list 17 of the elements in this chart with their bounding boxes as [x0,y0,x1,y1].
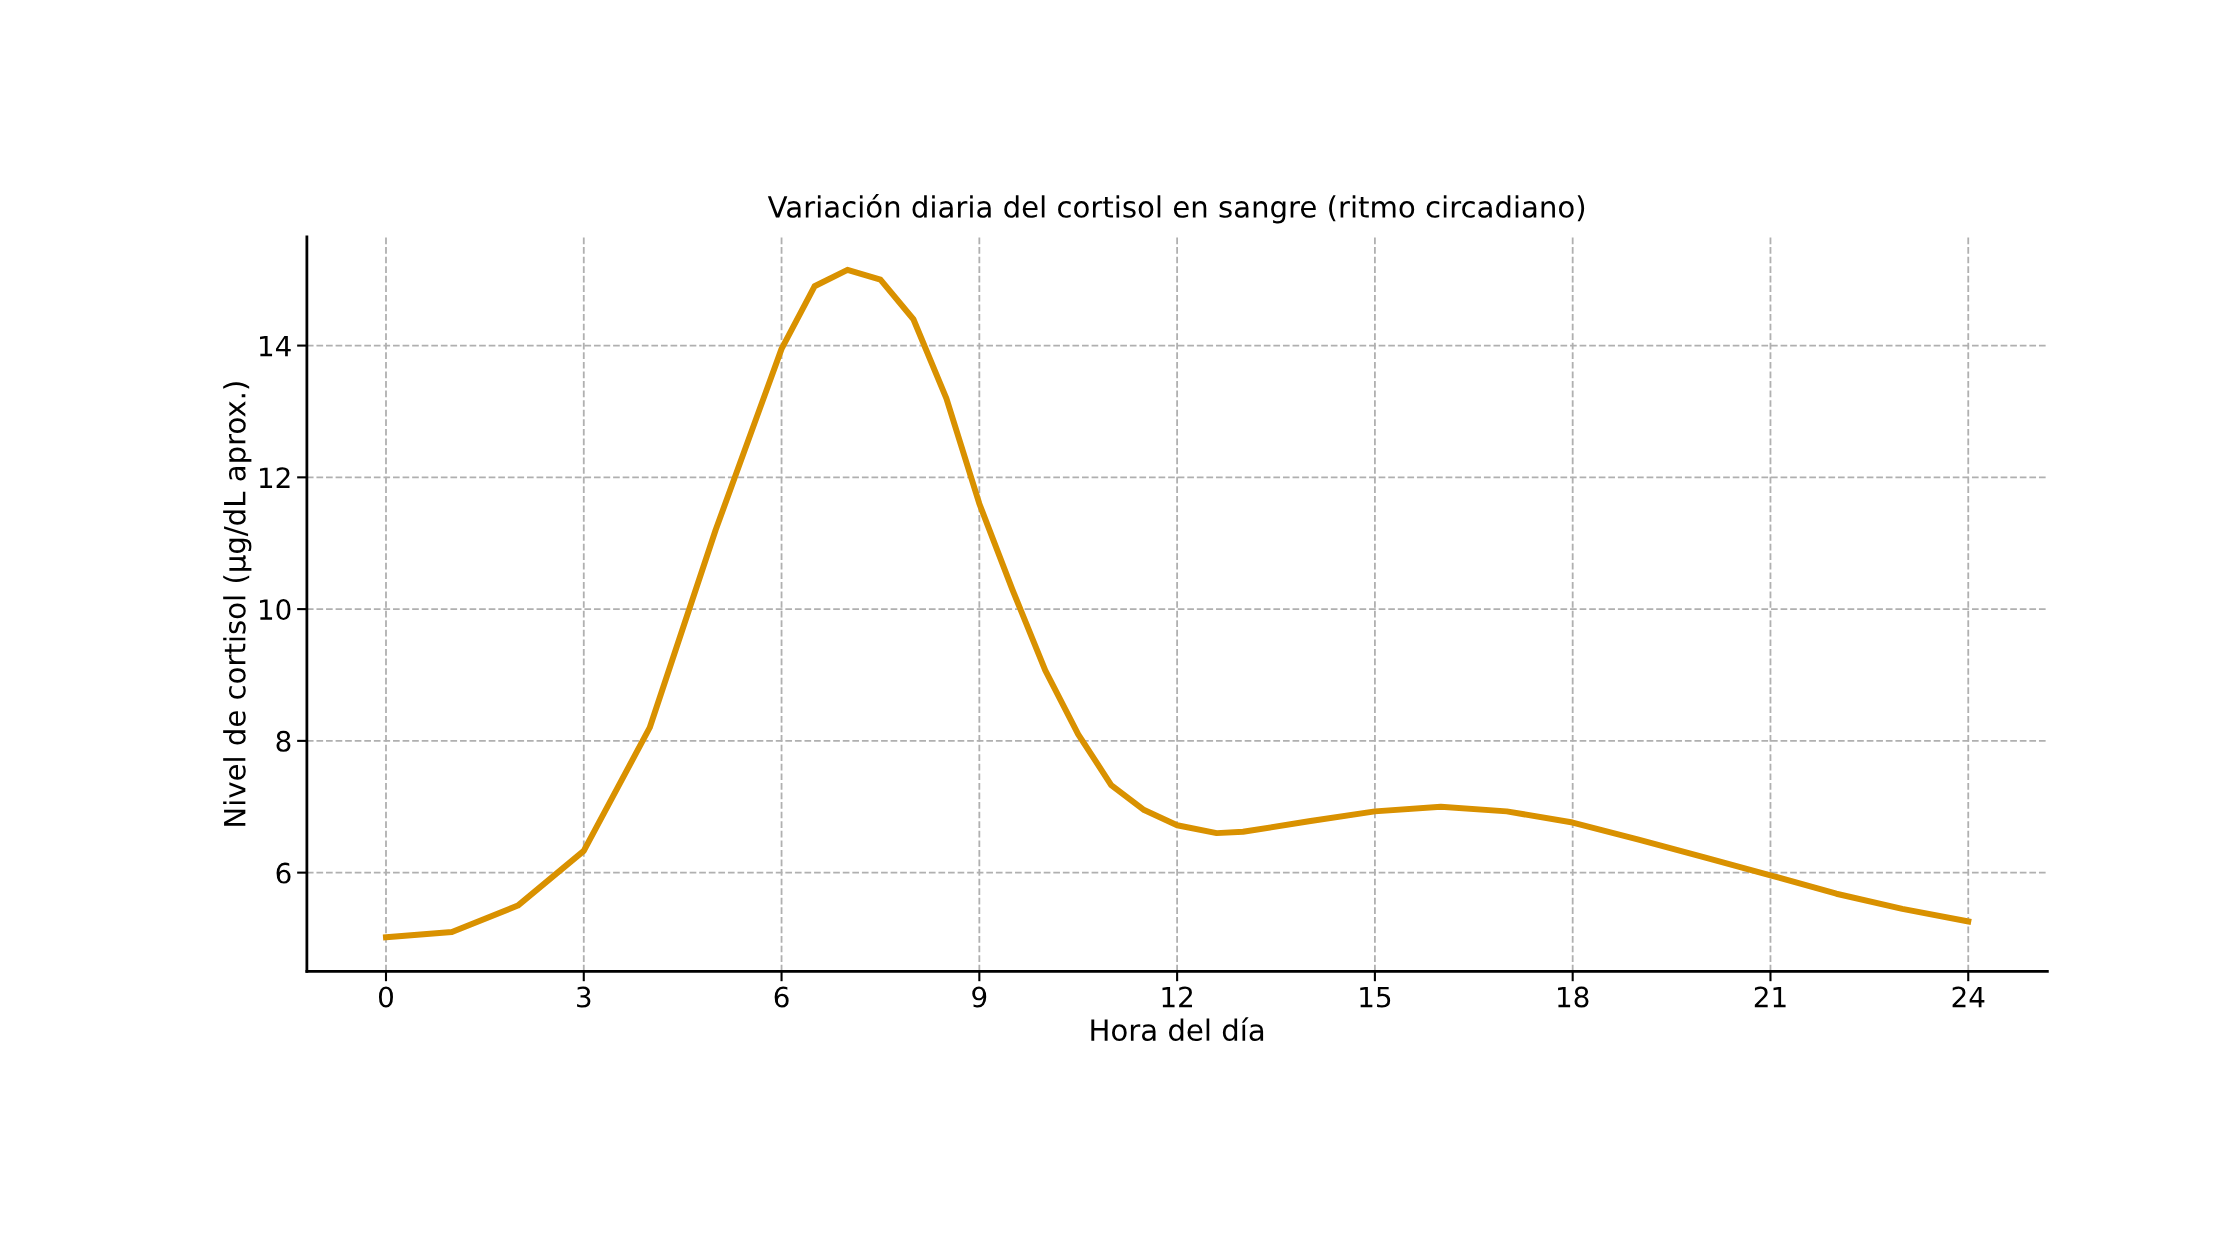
x-tick-label: 18 [1558,986,1589,1008]
x-tick-label: 6 [774,986,789,1008]
x-tick-label: 12 [1162,986,1193,1008]
chart-title: Variación diaria del cortisol en sangre (ritmo circadiano) [767,194,1585,224]
x-tick-label: 15 [1360,986,1391,1008]
x-tick-label: 3 [577,986,591,1008]
x-tick-label: 0 [378,986,393,1008]
x-tick-label: 24 [1952,986,1985,1008]
y-tick-label: 10 [260,599,291,621]
y-tick-label: 12 [260,467,290,488]
y-tick-label: 14 [260,335,291,357]
x-axis-title: Hora del día [1091,1017,1264,1042]
y-tick-label: 8 [276,730,291,752]
y-tick-label: 6 [276,862,291,884]
y-axis-title: Nivel de cortisol (µg/dL aprox.) [223,382,252,826]
x-tick-label: 9 [972,986,987,1008]
x-tick-label: 21 [1754,986,1786,1008]
